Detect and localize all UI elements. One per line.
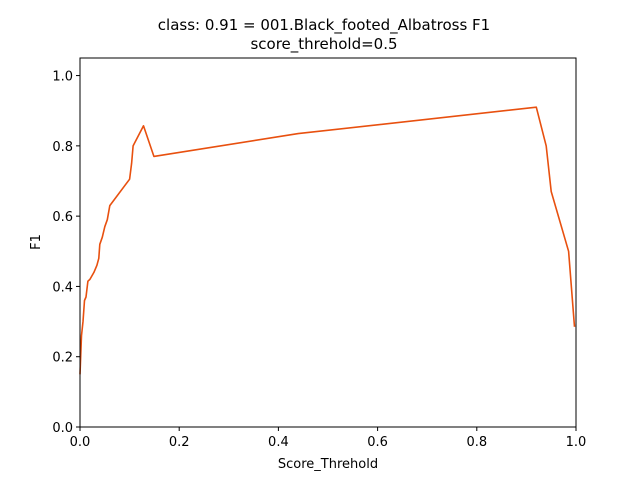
plot-area-frame (79, 57, 577, 428)
chart-title-line-1: class: 0.91 = 001.Black_footed_Albatross… (158, 16, 490, 35)
y-tick-label: 0.8 (52, 140, 73, 155)
y-tick-label: 0.2 (52, 351, 73, 366)
x-tick-label: 1.0 (566, 435, 587, 450)
x-tick-label: 0.8 (466, 435, 487, 450)
y-tick-label: 1.0 (52, 70, 73, 85)
y-tick-label: 0.4 (52, 280, 73, 295)
x-axis-label: Score_Threhold (278, 457, 378, 472)
x-tick-label: 0.4 (268, 435, 289, 450)
y-axis-label: F1 (29, 234, 44, 250)
chart-title-line-2: score_threhold=0.5 (250, 35, 397, 54)
x-axis-ticks: 0.0 0.2 0.4 0.6 0.8 1.0 (70, 427, 587, 450)
x-tick-label: 0.2 (169, 435, 190, 450)
f1-series-line (79, 106, 576, 375)
y-tick-label: 0.6 (52, 210, 73, 225)
x-tick-label: 0.0 (70, 435, 91, 450)
x-tick-label: 0.6 (367, 435, 388, 450)
y-tick-label: 0.0 (52, 421, 73, 436)
y-axis-ticks: 0.0 0.2 0.4 0.6 0.8 1.0 (52, 70, 80, 436)
